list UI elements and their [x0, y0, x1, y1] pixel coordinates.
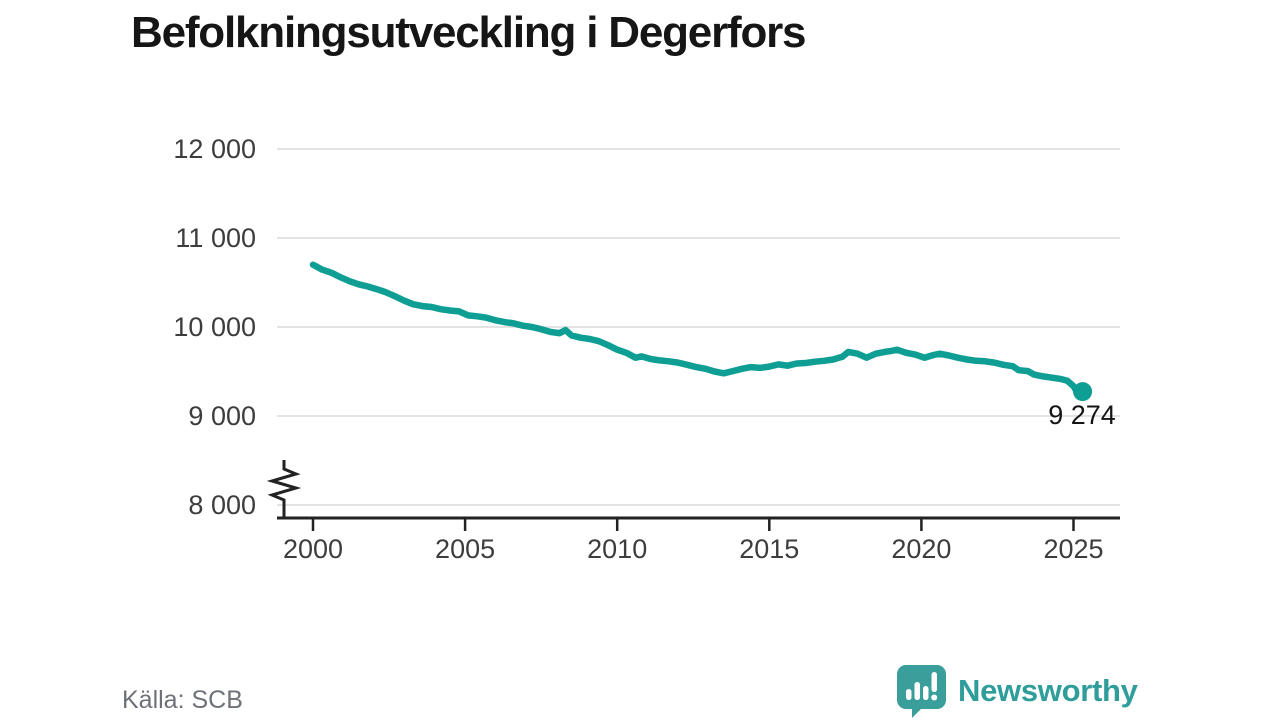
- y-axis-tick-label: 11 000: [175, 223, 256, 253]
- x-axis-line: [277, 516, 1120, 531]
- end-value-label: 9 274: [1048, 400, 1116, 430]
- x-axis-tick-label: 2000: [282, 534, 344, 564]
- population-line: [309, 261, 1086, 398]
- x-axis-tick-label: 2020: [891, 534, 952, 564]
- y-axis-tick-label: 10 000: [173, 312, 256, 342]
- page-title: Befolkningsutveckling i Degerfors: [131, 8, 807, 57]
- y-axis-tick-label: 9 000: [188, 401, 256, 431]
- axis-break-icon: [266, 460, 302, 517]
- y-axis-tick-label: 8 000: [188, 490, 256, 520]
- x-axis-tick-label: 2025: [1043, 534, 1104, 564]
- source-label: Källa: SCB: [122, 686, 243, 714]
- newsworthy-logo-icon: [897, 665, 946, 718]
- exclamation-icon: [931, 672, 937, 692]
- bar-chart-icon: [906, 689, 912, 700]
- newsworthy-logo: Newsworthy: [895, 664, 1138, 718]
- end-point-dot: [1073, 382, 1093, 402]
- y-axis-tick-label: 12 000: [173, 134, 256, 164]
- x-axis-tick-label: 2010: [587, 534, 648, 564]
- gridlines: [277, 148, 1120, 506]
- newsworthy-wordmark: Newsworthy: [958, 673, 1138, 708]
- x-axis-tick-label: 2015: [739, 534, 800, 564]
- x-axis-tick-label: 2005: [435, 534, 496, 564]
